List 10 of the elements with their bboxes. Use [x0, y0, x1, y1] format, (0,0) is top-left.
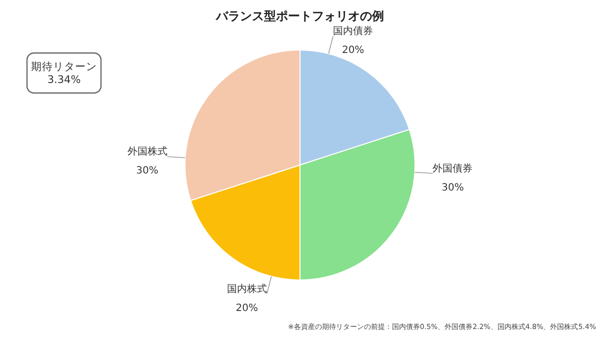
chart-title: バランス型ポートフォリオの例 — [215, 9, 384, 23]
slice-label: 外国債券 — [432, 162, 473, 174]
data-label: 30% — [136, 166, 158, 177]
data-label: 20% — [236, 302, 258, 314]
slice-label: 国内債券 — [333, 25, 374, 38]
slice-label: 国内株式 — [226, 282, 267, 295]
text: 期待リターン 3.34% — [31, 61, 97, 86]
slice-label: 外国株式 — [127, 146, 168, 158]
data-label: 30% — [442, 182, 464, 194]
data-label: 20% — [342, 45, 364, 56]
